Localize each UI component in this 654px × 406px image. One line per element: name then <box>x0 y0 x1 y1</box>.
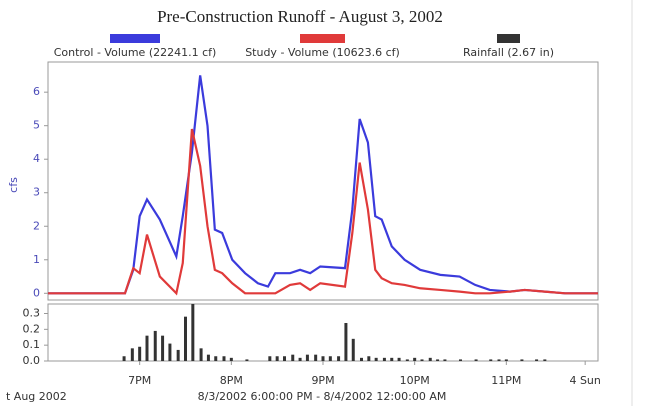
bar <box>367 356 371 361</box>
bar <box>161 335 165 361</box>
bar <box>543 359 547 361</box>
bar <box>360 357 363 361</box>
y-tick-label: 6 <box>33 85 40 98</box>
bar <box>337 356 341 361</box>
x-tick-label: 7PM <box>128 374 151 387</box>
bar <box>305 354 309 361</box>
legend-label: Control - Volume (22241.1 cf) <box>54 46 217 59</box>
bar <box>535 359 539 361</box>
bar <box>275 356 279 361</box>
bar <box>344 323 348 361</box>
bar <box>222 356 226 361</box>
x-axis-label: 8/3/2002 6:00:00 PM - 8/4/2002 12:00:00 … <box>198 390 447 403</box>
bar <box>130 348 134 361</box>
y-tick-label: 0.3 <box>23 307 41 320</box>
bar <box>405 359 409 361</box>
legend-label: Study - Volume (10623.6 cf) <box>245 46 400 59</box>
y-tick-label: 0 <box>33 286 40 299</box>
bar <box>428 357 432 361</box>
bar <box>390 357 394 361</box>
date-label: t Aug 2002 <box>6 390 67 403</box>
bar <box>229 357 233 361</box>
bar <box>413 357 417 361</box>
y-tick-label: 0.1 <box>23 338 41 351</box>
x-tick-label: 8PM <box>220 374 243 387</box>
bar <box>314 354 318 361</box>
bar <box>321 356 325 361</box>
bar <box>184 316 187 361</box>
bar <box>474 359 478 361</box>
bar <box>351 338 355 361</box>
x-tick-label: 9PM <box>311 374 334 387</box>
top-frame <box>47 61 599 301</box>
bar <box>268 356 272 361</box>
y-tick-label: 1 <box>33 253 40 266</box>
bar <box>443 359 447 361</box>
bar <box>328 356 332 361</box>
bar <box>206 354 210 361</box>
x-tick-label: 10PM <box>400 374 430 387</box>
bar <box>245 359 249 361</box>
bar <box>436 359 440 361</box>
bar <box>145 335 149 361</box>
line <box>48 128 598 296</box>
bar <box>497 359 501 361</box>
x-tick-label: 4 Sun <box>569 374 600 387</box>
legend-swatch <box>300 34 345 43</box>
bar <box>520 359 524 361</box>
bar <box>153 330 157 361</box>
y-tick-label: 0.2 <box>23 322 41 335</box>
y-tick-label: 4 <box>33 152 40 165</box>
bar <box>382 357 386 361</box>
bar <box>168 343 172 361</box>
y-axis-label: cfs <box>7 177 20 193</box>
legend-label: Rainfall (2.67 in) <box>463 46 554 59</box>
bar <box>298 357 302 361</box>
y-tick-label: 2 <box>33 219 40 232</box>
bar <box>291 354 295 361</box>
bar <box>138 346 142 361</box>
bar <box>214 356 218 361</box>
legend-swatch <box>110 34 160 43</box>
bar <box>397 357 401 361</box>
bar <box>191 304 195 361</box>
chart-title: Pre-Construction Runoff - August 3, 2002 <box>157 7 443 26</box>
bar <box>459 359 462 361</box>
bar <box>176 349 180 361</box>
y-tick-label: 5 <box>33 119 40 132</box>
bar <box>283 356 286 361</box>
bar <box>504 359 508 361</box>
bar <box>420 359 424 361</box>
y-tick-label: 3 <box>33 186 40 199</box>
bar <box>199 348 203 361</box>
bar <box>122 356 126 361</box>
line <box>48 75 598 295</box>
legend-swatch <box>497 34 520 43</box>
y-tick-label: 0.0 <box>23 354 41 367</box>
bar <box>374 357 378 361</box>
x-tick-label: 11PM <box>491 374 521 387</box>
bar <box>489 359 493 361</box>
